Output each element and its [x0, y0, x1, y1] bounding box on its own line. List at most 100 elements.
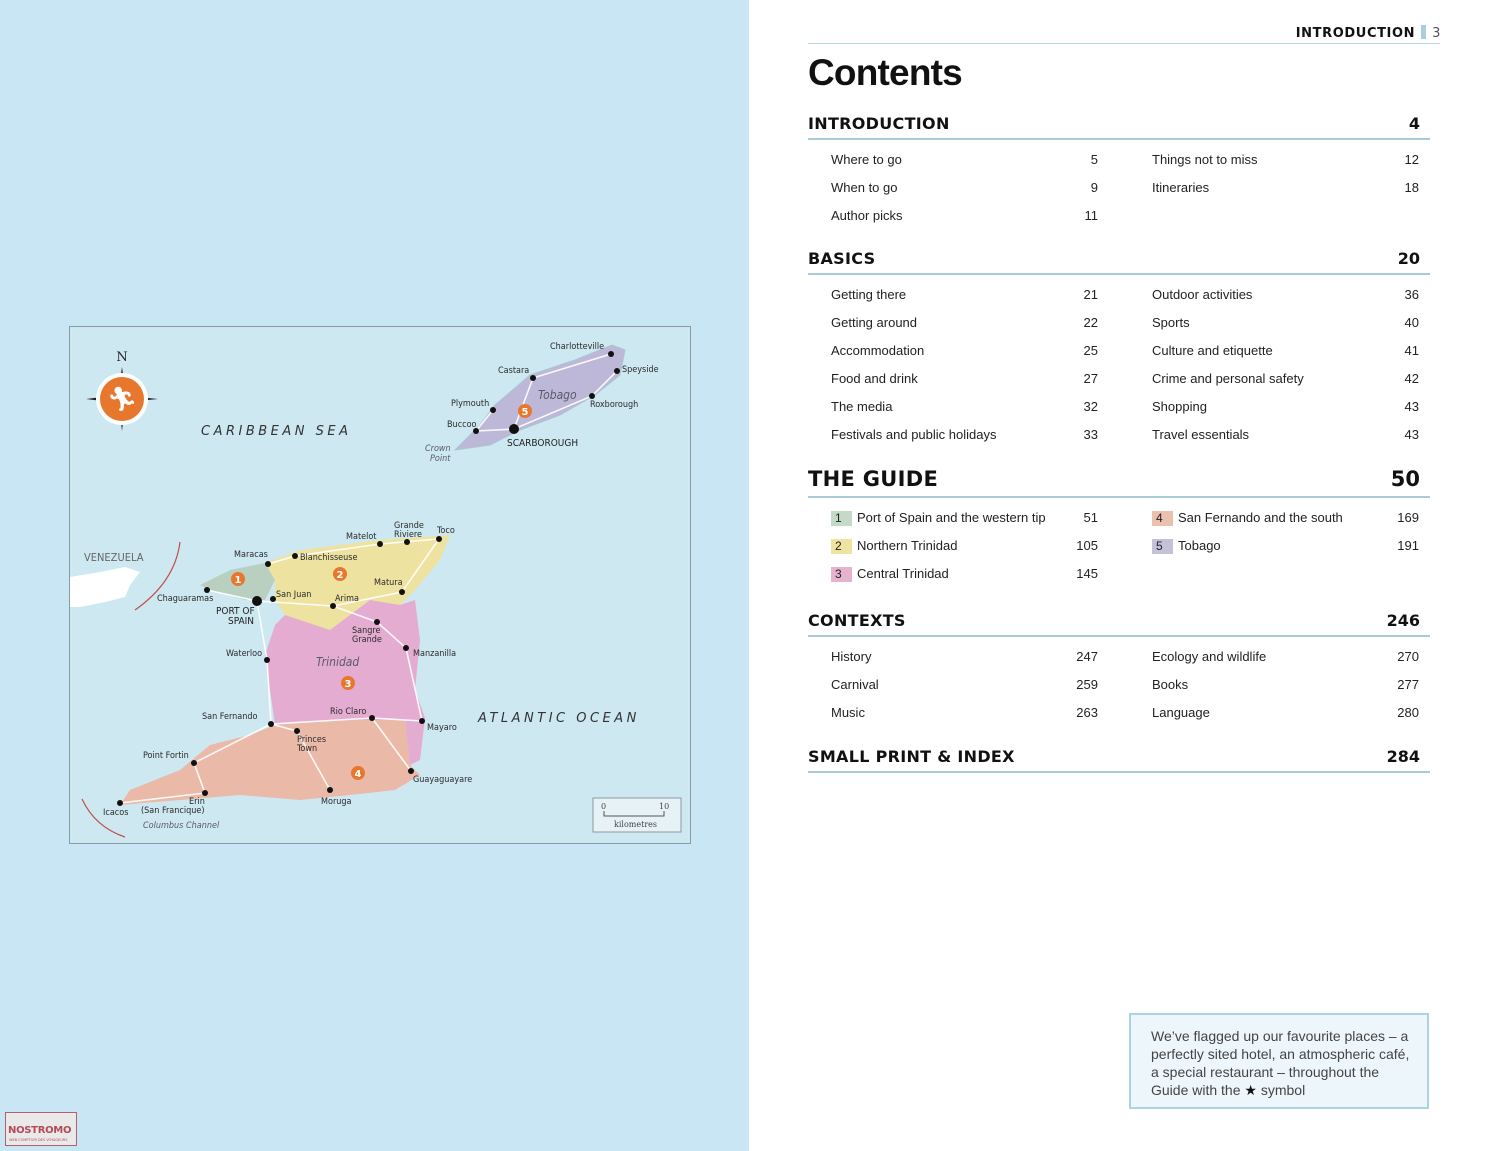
contents-entry[interactable]: Language 280 [1152, 705, 1419, 725]
entry-page: 9 [1090, 180, 1098, 195]
country-label: VENEZUELA [84, 551, 144, 564]
section-heading[interactable]: SMALL PRINT & INDEX 284 [808, 745, 1430, 773]
contents-entry[interactable]: 1 Port of Spain and the western tip 51 [831, 510, 1098, 530]
island-label: Tobago [538, 388, 577, 402]
entry-page: 22 [1083, 315, 1098, 330]
entry-label: Northern Trinidad [857, 538, 958, 553]
star-icon: ★ [1244, 1082, 1257, 1098]
place-label: Toco [436, 526, 455, 536]
place-label: Rio Claro [330, 707, 366, 717]
place-label: Blanchisseuse [300, 553, 358, 563]
contents-entry[interactable]: Music 263 [831, 705, 1098, 725]
maritime-boundary [134, 541, 181, 611]
contents-entry[interactable]: Outdoor activities 36 [1152, 287, 1419, 307]
place-label: Matelot [346, 532, 376, 542]
entry-page: 145 [1076, 566, 1098, 581]
entry-page: 5 [1090, 152, 1098, 167]
contents-entry[interactable]: Author picks 11 [831, 208, 1098, 228]
contents-page: INTRODUCTION 3 Contents INTRODUCTION 4 Wh… [749, 0, 1500, 1151]
entry-page: 18 [1404, 180, 1419, 195]
place-label: Charlotteville [550, 342, 604, 352]
entry-page: 25 [1083, 343, 1098, 358]
place-label: Grande [394, 521, 424, 531]
contents-section: THE GUIDE 50 1 Port of Spain and the west… [808, 467, 1430, 582]
section-heading[interactable]: THE GUIDE 50 [808, 467, 1430, 498]
place-label: Chaguaramas [157, 594, 213, 604]
place-label: Guayaguayare [413, 775, 472, 785]
entry-page: 247 [1076, 649, 1098, 664]
entry-label: Food and drink [831, 371, 918, 386]
svg-text:1: 1 [235, 575, 242, 586]
contents-entry[interactable]: Festivals and public holidays 33 [831, 427, 1098, 447]
contents-entry[interactable]: 3 Central Trinidad 145 [831, 566, 1098, 586]
contents-section: INTRODUCTION 4 Where to go 5 When to go 9 Au… [808, 112, 1430, 223]
svg-text:3: 3 [345, 679, 352, 690]
contents-entry[interactable]: 4 San Fernando and the south 169 [1152, 510, 1419, 530]
contents-entry[interactable]: Travel essentials 43 [1152, 427, 1419, 447]
entry-page: 191 [1397, 538, 1419, 553]
entry-label: Where to go [831, 152, 902, 167]
place-label: Arima [335, 594, 359, 604]
section-title: CONTEXTS [808, 611, 906, 630]
scale-unit: kilometres [614, 820, 657, 829]
contents-entry[interactable]: The media 32 [831, 399, 1098, 419]
entry-page: 21 [1083, 287, 1098, 302]
place-label: San Fernando [202, 712, 257, 722]
entry-label: Culture and etiquette [1152, 343, 1273, 358]
scale-min: 0 [601, 802, 606, 811]
entry-label: Accommodation [831, 343, 925, 358]
entry-page: 33 [1083, 427, 1098, 442]
note-text: We’ve flagged up our favourite places – … [1151, 1028, 1410, 1098]
contents-entry[interactable]: Books 277 [1152, 677, 1419, 697]
contents-entry[interactable]: Where to go 5 [831, 152, 1098, 172]
sea-label: ATLANTIC OCEAN [477, 711, 640, 726]
section-heading[interactable]: INTRODUCTION 4 [808, 112, 1430, 140]
entry-label: Tobago [1178, 538, 1221, 553]
entry-page: 51 [1083, 510, 1098, 525]
entry-page: 263 [1076, 705, 1098, 720]
section-heading[interactable]: CONTEXTS 246 [808, 609, 1430, 637]
place-label: Manzanilla [413, 649, 456, 659]
region-4 [120, 720, 420, 805]
place-label: Grande [352, 635, 382, 645]
region-number-chip: 2 [831, 539, 852, 554]
contents-entry[interactable]: Crime and personal safety 42 [1152, 371, 1419, 391]
contents-entry[interactable]: 5 Tobago 191 [1152, 538, 1419, 558]
contents-entry[interactable]: Shopping 43 [1152, 399, 1419, 419]
contents-entry[interactable]: Culture and etiquette 41 [1152, 343, 1419, 363]
contents-entry[interactable]: History 247 [831, 649, 1098, 669]
contents-entry[interactable]: Accommodation 25 [831, 343, 1098, 363]
contents-entry[interactable]: Itineraries 18 [1152, 180, 1419, 200]
contents-section: SMALL PRINT & INDEX 284 [808, 745, 1430, 773]
place-label: Buccoo [447, 420, 477, 430]
contents-entry[interactable]: Ecology and wildlife 270 [1152, 649, 1419, 669]
entry-page: 36 [1404, 287, 1419, 302]
entry-label: The media [831, 399, 893, 414]
contents-entry[interactable]: When to go 9 [831, 180, 1098, 200]
contents-entry[interactable]: Getting around 22 [831, 315, 1098, 335]
contents-entry[interactable]: Things not to miss 12 [1152, 152, 1419, 172]
contents-entry[interactable]: 2 Northern Trinidad 105 [831, 538, 1098, 558]
entry-page: 12 [1404, 152, 1419, 167]
contents-entry[interactable]: Sports 40 [1152, 315, 1419, 335]
entry-page: 11 [1084, 208, 1099, 223]
entry-label: History [831, 649, 872, 664]
running-header: INTRODUCTION 3 [1296, 25, 1441, 41]
contents-entry[interactable]: Getting there 21 [831, 287, 1098, 307]
entry-label: When to go [831, 180, 898, 195]
place-label: Erin [189, 797, 205, 807]
place-label: Icacos [103, 808, 128, 818]
section-heading[interactable]: BASICS 20 [808, 247, 1430, 275]
page-number: 3 [1432, 26, 1441, 41]
region-number-chip: 1 [831, 511, 852, 526]
header-rule [808, 43, 1440, 44]
entry-label: Outdoor activities [1152, 287, 1253, 302]
place-label: Speyside [622, 365, 659, 375]
entry-label: Port of Spain and the western tip [857, 510, 1046, 525]
contents-entry[interactable]: Carnival 259 [831, 677, 1098, 697]
place-label: Maracas [234, 550, 268, 560]
section-page: 4 [1408, 114, 1420, 133]
contents-entry[interactable]: Food and drink 27 [831, 371, 1098, 391]
place-label: Town [296, 744, 317, 754]
contents-section: BASICS 20 Getting there 21 Getting around 2… [808, 247, 1430, 442]
